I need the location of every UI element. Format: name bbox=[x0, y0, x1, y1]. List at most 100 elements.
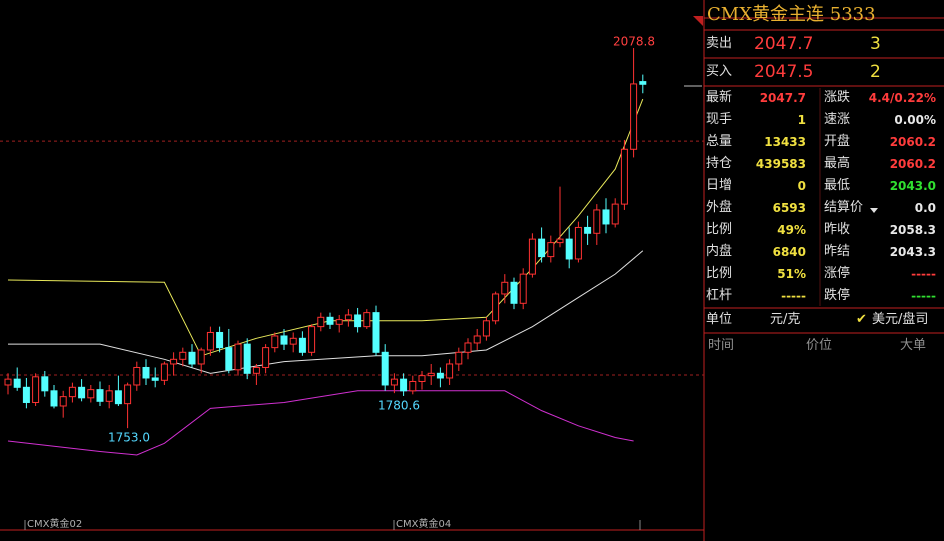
quote-value: 439583 bbox=[755, 157, 806, 171]
dropdown[interactable] bbox=[870, 208, 878, 213]
column-header: 大单 bbox=[900, 338, 927, 353]
candle-body bbox=[133, 366, 141, 386]
candle-body bbox=[354, 314, 362, 328]
quote-value: 2060.2 bbox=[889, 157, 936, 171]
candle-body bbox=[114, 390, 122, 405]
candle-body bbox=[243, 343, 251, 374]
candle-body bbox=[593, 209, 601, 234]
candle-body bbox=[170, 358, 178, 365]
x-label: CMX黄金04 bbox=[396, 517, 451, 530]
candle-body bbox=[59, 396, 67, 407]
column-header: 时间 bbox=[708, 338, 735, 353]
candle-body bbox=[280, 335, 288, 345]
candle-body bbox=[234, 343, 242, 371]
band-line bbox=[7, 98, 644, 357]
quote-label: 总量 bbox=[706, 134, 733, 149]
candle-body bbox=[271, 335, 279, 349]
quote-value: ----- bbox=[781, 289, 806, 303]
candle-body bbox=[308, 326, 316, 353]
quote-label: 持仓 bbox=[706, 156, 733, 171]
unit-option[interactable]: 美元/盘司 bbox=[872, 312, 929, 327]
bid-label: 买入 bbox=[706, 64, 733, 79]
quote-value: ----- bbox=[911, 289, 936, 303]
candle-body bbox=[528, 238, 536, 275]
candle-body bbox=[87, 389, 95, 399]
band-line bbox=[7, 390, 634, 456]
quote-value: 51% bbox=[777, 267, 806, 281]
candle-body bbox=[446, 363, 454, 379]
quote-value: 0.00% bbox=[894, 113, 936, 127]
candle-body bbox=[611, 203, 619, 225]
candle-body bbox=[639, 81, 647, 85]
quote-value: ----- bbox=[911, 267, 936, 281]
title: CMX黄金主连 5333 bbox=[707, 4, 876, 25]
candle-body bbox=[142, 366, 150, 379]
candle-body bbox=[427, 372, 435, 377]
candle-body bbox=[262, 347, 270, 368]
quote-value: 1 bbox=[797, 113, 806, 127]
candle-body bbox=[22, 386, 30, 403]
candle-body bbox=[289, 337, 297, 345]
column-header: 价位 bbox=[806, 338, 833, 353]
quote-value: 6593 bbox=[772, 201, 806, 215]
candle-body bbox=[13, 378, 21, 388]
quote-label: 速涨 bbox=[824, 112, 851, 127]
band-line bbox=[8, 250, 644, 374]
candle-body bbox=[160, 363, 168, 381]
candle-body bbox=[206, 331, 214, 351]
candle-body bbox=[473, 335, 481, 344]
quote-label: 最低 bbox=[824, 178, 851, 193]
bid-volume: 2 bbox=[870, 62, 881, 82]
annotation: 1753.0 bbox=[108, 431, 150, 445]
candle-body bbox=[41, 376, 49, 392]
quote-value: 2047.7 bbox=[759, 91, 806, 105]
ask-volume: 3 bbox=[870, 34, 881, 54]
quote-value: 13433 bbox=[764, 135, 806, 149]
quote-label: 杠杆 bbox=[706, 288, 733, 303]
candle-body bbox=[225, 347, 233, 371]
candle-body bbox=[482, 320, 490, 337]
annotation: 2078.8 bbox=[613, 35, 655, 49]
check: ✔ bbox=[856, 312, 867, 327]
quote-label: 昨收 bbox=[824, 222, 851, 237]
quote-value: 4.4/0.22% bbox=[868, 91, 936, 105]
annotation: 1780.6 bbox=[378, 399, 420, 413]
candle-body bbox=[372, 312, 380, 353]
candle-body bbox=[179, 351, 187, 360]
candle-body bbox=[96, 389, 104, 402]
candle-body bbox=[317, 316, 325, 328]
quote-value: 0 bbox=[797, 179, 806, 193]
quote-value: 49% bbox=[777, 223, 806, 237]
unit-option[interactable]: 元/克 bbox=[770, 312, 801, 327]
candle-body bbox=[124, 384, 132, 405]
quote-label: 比例 bbox=[706, 222, 733, 237]
candle-body bbox=[538, 238, 546, 258]
quote-label: 涨跌 bbox=[824, 90, 851, 105]
quote-label: 比例 bbox=[706, 266, 733, 281]
candle-body bbox=[105, 390, 113, 402]
candle-body bbox=[298, 337, 306, 353]
quote-label: 开盘 bbox=[824, 134, 851, 149]
candle-body bbox=[584, 226, 592, 234]
candle-body bbox=[602, 209, 610, 225]
quote-value: 2043.3 bbox=[889, 245, 936, 259]
candle-body bbox=[492, 293, 500, 322]
candle-body bbox=[197, 349, 205, 365]
candle-body bbox=[556, 238, 564, 244]
ask-price: 2047.7 bbox=[754, 34, 814, 54]
quote-value: 2058.3 bbox=[889, 223, 936, 237]
candle-body bbox=[409, 380, 417, 392]
quote-value: 0.0 bbox=[914, 201, 936, 215]
quote-value: 2043.0 bbox=[889, 179, 936, 193]
candle-body bbox=[436, 372, 444, 379]
candle-body bbox=[418, 375, 426, 382]
quote-label: 结算价 bbox=[824, 200, 864, 215]
x-label: CMX黄金02 bbox=[27, 517, 82, 530]
candle-body bbox=[188, 351, 196, 365]
candle-body bbox=[151, 377, 159, 381]
candle-body bbox=[4, 378, 12, 386]
corner-marker bbox=[693, 16, 703, 26]
candle-body bbox=[344, 314, 352, 321]
